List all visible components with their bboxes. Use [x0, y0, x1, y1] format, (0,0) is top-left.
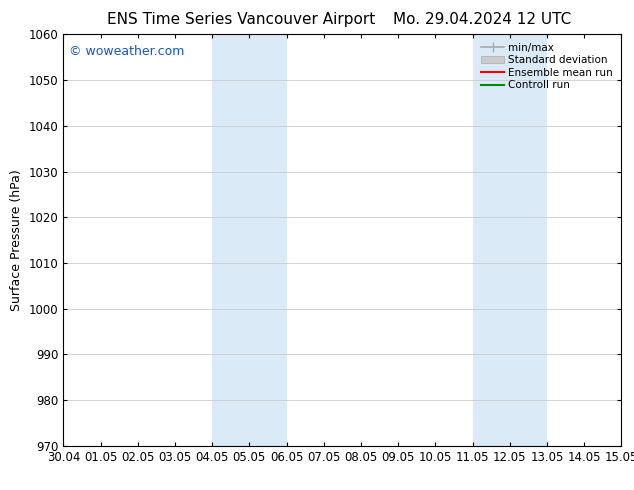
Bar — [472, 34, 547, 446]
Text: © woweather.com: © woweather.com — [69, 45, 184, 58]
Legend: min/max, Standard deviation, Ensemble mean run, Controll run: min/max, Standard deviation, Ensemble me… — [478, 40, 616, 94]
Bar — [212, 34, 287, 446]
Text: ENS Time Series Vancouver Airport: ENS Time Series Vancouver Airport — [107, 12, 375, 27]
Y-axis label: Surface Pressure (hPa): Surface Pressure (hPa) — [10, 169, 23, 311]
Text: Mo. 29.04.2024 12 UTC: Mo. 29.04.2024 12 UTC — [392, 12, 571, 27]
